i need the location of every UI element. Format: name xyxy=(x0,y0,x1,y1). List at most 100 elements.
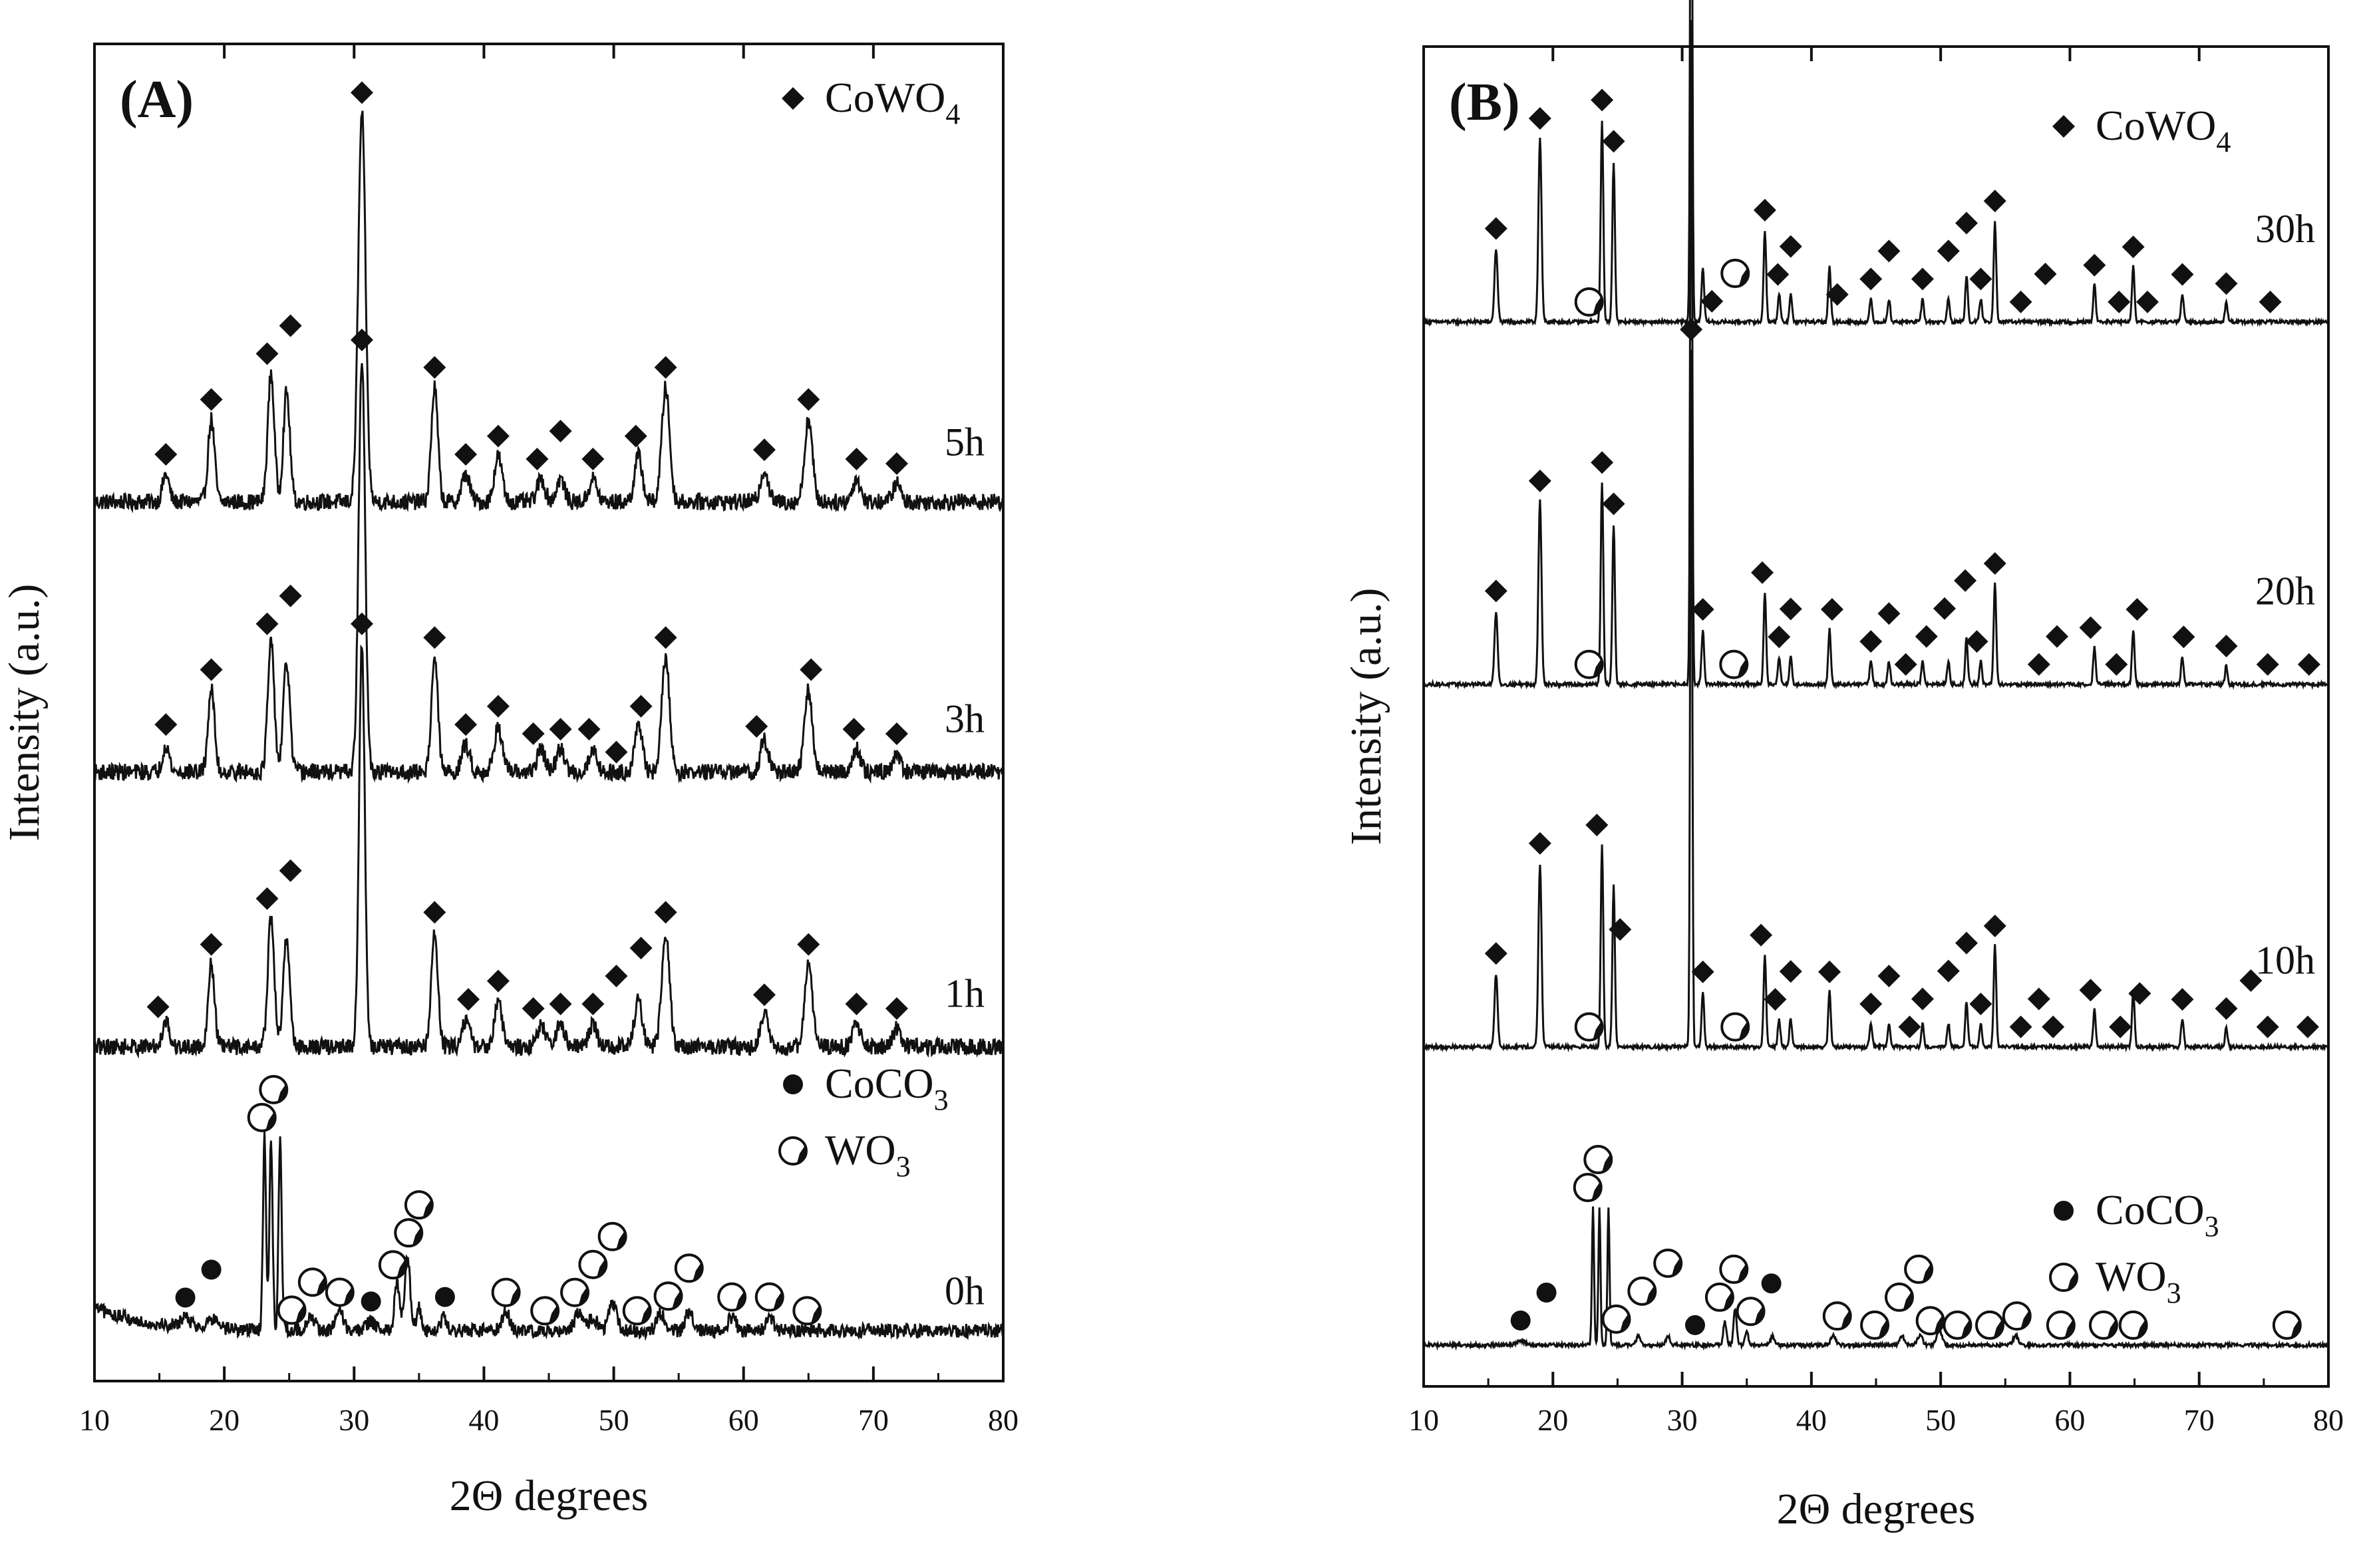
wo3-marker xyxy=(259,1074,289,1104)
cowo4-marker xyxy=(1969,993,1992,1016)
cowo4-marker xyxy=(1779,960,1802,983)
cowo4-marker xyxy=(2136,290,2159,313)
cowo4-marker xyxy=(2027,653,2050,676)
cowo4-marker xyxy=(1969,267,1992,291)
coco3-marker xyxy=(175,1287,196,1308)
wo3-marker xyxy=(2046,1310,2076,1340)
cowo4-marker xyxy=(2027,987,2050,1011)
series-30h: 30h xyxy=(1422,0,2330,328)
cowo4-marker xyxy=(1528,106,1551,130)
wo3-marker xyxy=(2272,1310,2302,1340)
cowo4-marker xyxy=(1937,959,1960,983)
series-0h: 0h xyxy=(93,1074,1005,1341)
series-precursor xyxy=(1422,1145,2329,1351)
y-axis-title: Intensity (a.u.) xyxy=(1342,588,1390,846)
wo3-marker xyxy=(1884,1282,1914,1312)
cowo4-marker xyxy=(581,447,605,470)
cowo4-marker xyxy=(797,388,820,411)
panel-label: (A) xyxy=(120,71,194,129)
wo3-marker xyxy=(1860,1310,1890,1340)
cowo4-marker xyxy=(842,718,866,741)
plot-frame xyxy=(1422,45,2330,1388)
xrd-pattern-line xyxy=(93,363,1005,784)
legend-cowo4: CoWO4 xyxy=(782,74,960,130)
cowo4-marker xyxy=(1680,318,1703,341)
cowo4-marker xyxy=(454,443,478,466)
legend-label: WO3 xyxy=(825,1126,911,1183)
wo3-marker xyxy=(792,1296,822,1326)
cowo4-marker xyxy=(1983,190,2006,213)
legend-label: CoWO4 xyxy=(2096,102,2231,158)
diamond-legend-icon xyxy=(2052,115,2075,138)
x-tick-label: 40 xyxy=(468,1403,499,1437)
wo3-marker xyxy=(674,1253,704,1283)
curve-label: 3h xyxy=(945,697,985,740)
cowo4-marker xyxy=(1954,569,1977,592)
coco3-marker xyxy=(1685,1315,1705,1335)
cowo4-marker xyxy=(522,997,545,1020)
curve-label: 0h xyxy=(945,1269,985,1313)
x-tick-label: 30 xyxy=(339,1403,369,1437)
cowo4-marker xyxy=(2259,290,2282,313)
cowo4-marker xyxy=(2239,969,2263,993)
wo3-marker xyxy=(404,1190,434,1220)
cowo4-marker xyxy=(279,314,302,337)
y-axis-title: Intensity (a.u.) xyxy=(0,584,49,842)
series-5h: 5h xyxy=(93,81,1005,514)
cowo4-marker xyxy=(1955,212,1978,235)
wo3-marker xyxy=(1704,1282,1734,1312)
x-tick-label: 20 xyxy=(209,1403,239,1437)
cowo4-marker xyxy=(1965,630,1988,653)
curve-label: 20h xyxy=(2255,569,2315,613)
series-10h: 10h xyxy=(1423,318,2330,1053)
xrd-pattern-line xyxy=(1422,0,2330,328)
x-tick-label: 40 xyxy=(1796,1403,1827,1437)
cowo4-marker xyxy=(1691,960,1714,983)
wo3-marker xyxy=(2118,1310,2148,1340)
x-tick-label: 10 xyxy=(79,1403,110,1437)
coco3-marker xyxy=(201,1259,222,1280)
cowo4-marker xyxy=(1933,597,1956,620)
cowo4-marker xyxy=(2128,982,2151,1005)
open-circle-legend-icon xyxy=(2049,1263,2078,1292)
wo3-marker xyxy=(653,1281,683,1311)
cowo4-marker xyxy=(605,740,628,764)
panel-b-chart: 10 20 30 40 50 60 70 80 2Θ degrees Intensity (a.u… xyxy=(1342,0,2344,1533)
series-3h: 3h xyxy=(93,328,1005,784)
curve-label: 30h xyxy=(2255,207,2315,251)
cowo4-marker xyxy=(1983,551,2006,575)
cowo4-marker xyxy=(423,901,446,924)
cowo4-marker xyxy=(1877,965,1901,988)
cowo4-marker xyxy=(1602,130,1625,153)
cowo4-marker xyxy=(2297,653,2320,676)
cowo4-marker xyxy=(2009,290,2032,313)
cowo4-marker xyxy=(486,969,510,993)
cowo4-marker xyxy=(845,993,868,1016)
x-axis-title: 2Θ degrees xyxy=(450,1472,649,1520)
cowo4-marker xyxy=(1602,492,1625,516)
cowo4-marker xyxy=(2034,262,2057,285)
curve-label: 5h xyxy=(945,420,985,464)
cowo4-marker xyxy=(654,901,677,924)
cowo4-marker xyxy=(745,714,768,738)
cowo4-marker xyxy=(1859,630,1883,653)
cowo4-marker xyxy=(629,695,653,718)
legend-label: CoCO3 xyxy=(2096,1186,2219,1243)
cowo4-marker xyxy=(1955,931,1978,955)
cowo4-marker xyxy=(486,695,510,718)
wo3-marker xyxy=(1574,1012,1604,1042)
cowo4-marker xyxy=(1911,987,1934,1011)
wo3-marker xyxy=(1583,1145,1613,1175)
cowo4-marker xyxy=(2108,290,2131,313)
cowo4-marker xyxy=(146,995,170,1019)
cowo4-marker xyxy=(2171,263,2194,286)
xrd-pattern-line xyxy=(93,644,1005,1059)
wo3-marker xyxy=(1653,1248,1683,1278)
wo3-marker xyxy=(277,1295,307,1325)
wo3-marker xyxy=(1943,1310,1972,1340)
x-tick-label: 50 xyxy=(1925,1403,1956,1437)
legend-wo3: WO3 xyxy=(778,1126,911,1183)
cowo4-marker xyxy=(2215,635,2238,658)
cowo4-marker xyxy=(2215,272,2238,295)
